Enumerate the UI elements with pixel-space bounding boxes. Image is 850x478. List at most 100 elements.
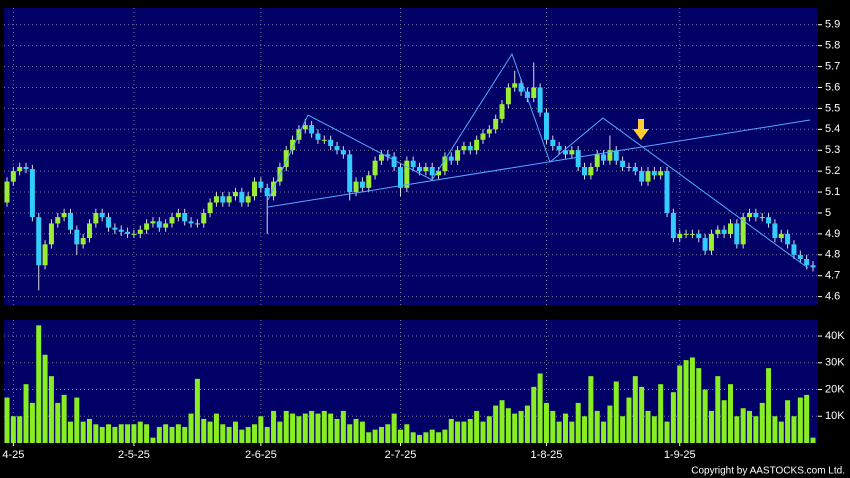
candle-body	[36, 217, 42, 266]
candle-body	[74, 229, 80, 245]
arrow-shaft	[638, 119, 644, 129]
volume-bar	[702, 389, 708, 443]
candle-body	[772, 223, 778, 239]
candle-body	[194, 223, 200, 225]
arrow-head	[633, 129, 649, 140]
candle-body	[334, 146, 340, 151]
volume-bar	[296, 416, 302, 443]
candle-body	[48, 223, 54, 245]
y-tick-label: 40K	[825, 330, 845, 342]
arrow-marker	[633, 119, 649, 140]
y-tick-label: 5.6	[825, 81, 840, 93]
candle-body	[232, 192, 238, 197]
volume-bar	[677, 365, 683, 443]
volume-bar	[683, 360, 689, 443]
x-tick-label: 2-7-25	[385, 449, 417, 461]
volume-bar	[118, 424, 124, 443]
volume-bar	[556, 421, 562, 443]
volume-bar	[499, 400, 505, 443]
volume-bar	[778, 421, 784, 443]
volume-bar	[125, 424, 131, 443]
volume-bar	[632, 376, 638, 443]
volume-bar	[493, 405, 499, 443]
volume-bar	[550, 410, 556, 443]
candle-body	[664, 171, 670, 213]
volume-bar	[664, 421, 670, 443]
y-tick-label: 4.6	[825, 291, 840, 303]
candle-body	[791, 244, 797, 255]
candle-body	[569, 150, 575, 155]
volume-bar	[518, 410, 524, 443]
volume-bar	[99, 426, 105, 443]
volume-bar	[721, 400, 727, 443]
volume-bar	[87, 418, 93, 443]
volume-bar	[23, 384, 29, 443]
volume-bar	[74, 397, 80, 443]
volume-bar	[150, 437, 156, 443]
volume-bar	[670, 392, 676, 443]
volume-bar	[429, 429, 435, 443]
candle-body	[543, 112, 549, 140]
volume-bar	[747, 410, 753, 443]
candle-body	[239, 192, 245, 203]
volume-bar	[182, 426, 188, 443]
volume-bar	[397, 429, 403, 443]
volume-bar	[410, 432, 416, 443]
candle-body	[499, 104, 505, 119]
y-tick-label: 10K	[825, 410, 845, 422]
candle-body	[131, 233, 137, 235]
candle-body	[290, 139, 296, 151]
x-tick-label: 2-6-25	[245, 449, 277, 461]
volume-bar	[740, 408, 746, 443]
volume-bar	[537, 373, 543, 443]
y-tick-label: 30K	[825, 357, 845, 369]
volume-bar	[734, 416, 740, 443]
volume-bar	[639, 386, 645, 443]
volume-bar	[207, 421, 213, 443]
trend-line	[267, 119, 811, 208]
candle-body	[106, 217, 112, 228]
x-tick-label: 1-9-25	[664, 449, 696, 461]
volume-bar	[582, 416, 588, 443]
volume-bar	[423, 432, 429, 443]
candle-body	[556, 146, 562, 151]
volume-bar	[328, 413, 334, 443]
volume-bar	[188, 413, 194, 443]
volume-bar	[772, 416, 778, 443]
candle-body	[397, 166, 403, 188]
volume-bar	[708, 410, 714, 443]
volume-bar	[4, 397, 10, 443]
volume-bar	[10, 416, 16, 443]
candle-body	[550, 139, 556, 147]
volume-bar	[658, 384, 664, 443]
candle-body	[524, 91, 530, 98]
volume-bar	[467, 418, 473, 443]
volume-bar	[372, 429, 378, 443]
candle-body	[29, 169, 35, 218]
volume-bar	[715, 376, 721, 443]
candle-body	[80, 238, 86, 245]
volume-bar	[753, 416, 759, 443]
volume-bar	[645, 410, 651, 443]
volume-bar	[17, 416, 23, 443]
candle-body	[118, 229, 124, 232]
candle-body	[309, 125, 315, 134]
candle-body	[347, 154, 353, 193]
volume-bar	[252, 424, 258, 443]
candle-body	[753, 212, 759, 218]
y-tick-label: 5.5	[825, 102, 840, 114]
candle-body	[385, 154, 391, 157]
candle-body	[213, 196, 219, 203]
volume-bar	[201, 418, 207, 443]
volume-bar	[42, 354, 48, 443]
volume-bar	[696, 368, 702, 443]
y-tick-label: 5.2	[825, 165, 840, 177]
volume-bar	[588, 376, 594, 443]
candle-body	[601, 154, 607, 161]
volume-bar	[810, 437, 816, 443]
candle-body	[175, 212, 181, 218]
volume-bar	[785, 400, 791, 443]
candle-body	[455, 150, 461, 161]
volume-bar	[524, 405, 530, 443]
volume-bar	[302, 413, 308, 443]
